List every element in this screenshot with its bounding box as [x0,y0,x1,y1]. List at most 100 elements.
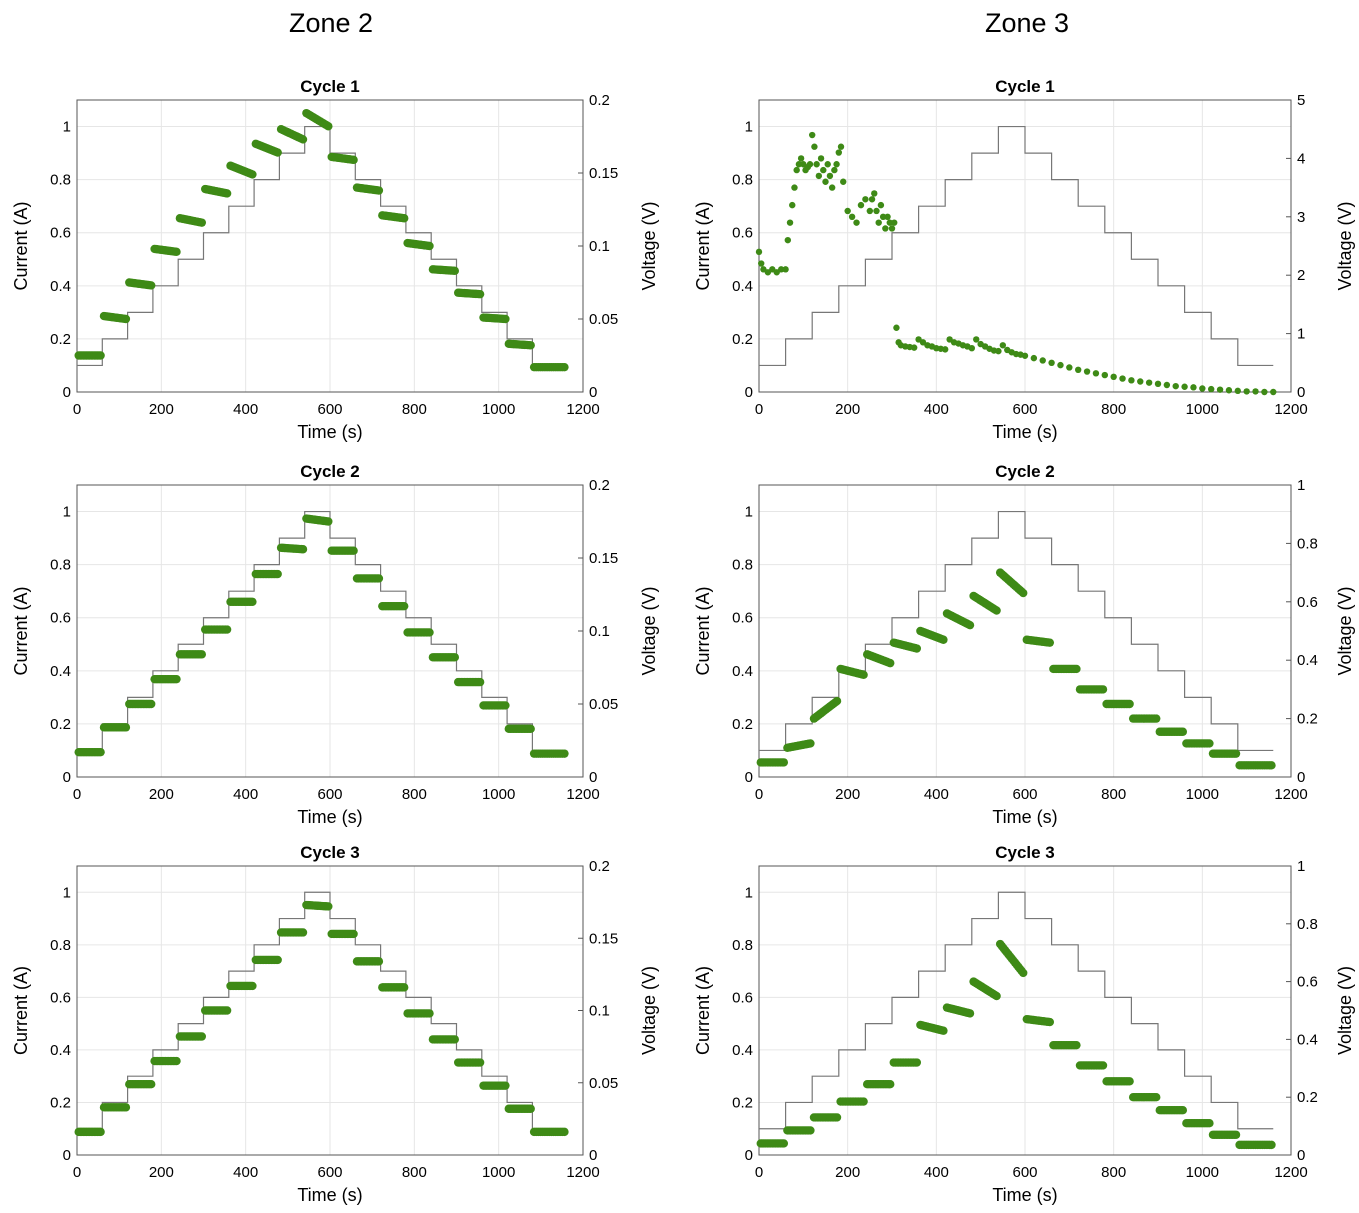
voltage-point [400,601,409,611]
chart-zone2-cycle1: Cycle 10 200 400 600 800 1000 120000.20.40.60.… [11,77,659,442]
voltage-point [1270,388,1277,396]
x-tick-label: 400 [233,401,258,418]
voltage-point [400,214,409,223]
x-tick-label: 1200 [566,786,599,803]
voltage-point [837,143,845,150]
x-tick-label: 1000 [1186,1164,1219,1181]
voltage-point [197,218,207,227]
voltage-point [912,1058,922,1067]
x-tick-label: 600 [317,1164,342,1181]
y-tick-label: 0 [63,769,71,786]
current-series-line [759,125,1274,367]
x-tick-label: 0 [73,786,81,803]
voltage-point [859,1097,868,1106]
voltage-point [859,670,868,679]
x-tick-label: 800 [402,1164,427,1181]
voltage-point [425,241,434,251]
current-series-line [77,125,567,367]
x-tick-label: 200 [835,786,860,803]
voltage-point [1019,968,1028,978]
x-tick-label: 800 [402,786,427,803]
chart-zone3-cycle2: Cycle 20 200 400 600 800 1000 120000.20.40.60.… [693,462,1355,827]
voltage-point [121,314,131,324]
voltage-point [813,161,820,168]
y2-tick-label: 1 [1297,326,1305,343]
voltage-point [840,178,847,185]
x-tick-label: 0 [755,786,763,803]
voltage-point [815,172,823,180]
y2-tick-label: 0.05 [589,311,618,328]
voltage-point [886,658,895,668]
voltage-point [1101,371,1108,379]
y2-axis-label: Voltage (V) [1335,966,1355,1055]
y-tick-label: 0.8 [732,937,753,954]
y-tick-label: 1 [745,504,753,521]
voltage-point [1152,1093,1161,1102]
x-tick-label: 400 [233,786,258,803]
y-tick-label: 0.8 [50,937,71,954]
y-tick-label: 0.6 [732,225,753,242]
x-tick-label: 200 [835,1164,860,1181]
cycle-title: Cycle 1 [300,77,360,96]
chart-zone2-cycle2: Cycle 20 200 400 600 800 1000 120000.20.40.60.… [11,462,659,827]
voltage-point [886,1079,895,1089]
voltage-point [1098,1061,1108,1070]
voltage-point [222,189,232,198]
current-series-line [77,891,567,1130]
voltage-point [526,341,535,350]
y2-tick-label: 0.2 [1297,711,1318,728]
voltage-point [273,148,282,157]
voltage-point [832,696,842,706]
y-axis-label: Current (A) [693,966,713,1055]
zone-2-title: Zone 2 [288,8,374,38]
y2-tick-label: 2 [1297,267,1305,284]
voltage-point [121,1103,131,1112]
cycle-title: Cycle 1 [995,77,1055,96]
voltage-point [273,569,282,579]
voltage-point [999,342,1007,349]
plot-frame [758,865,1292,1156]
voltage-point [835,149,842,156]
voltage-point [965,620,975,630]
voltage-point [879,213,887,220]
y-tick-label: 0 [745,1147,753,1164]
y2-tick-label: 0.4 [1297,1031,1318,1048]
voltage-point [791,184,798,191]
voltage-point [939,1026,948,1035]
y-tick-label: 1 [63,504,71,521]
voltage-point [425,628,434,637]
voltage-point [1172,382,1179,390]
voltage-point [784,236,792,244]
voltage-point [501,1081,510,1090]
voltage-point [758,260,765,267]
voltage-point [197,1032,207,1041]
x-tick-label: 600 [1012,1164,1037,1181]
y2-tick-label: 0.8 [1297,535,1318,552]
voltage-point [1181,383,1188,390]
voltage-point [248,981,257,991]
voltage-point [298,135,308,144]
x-tick-label: 1200 [1274,1164,1307,1181]
voltage-point [1045,638,1055,647]
voltage-point [1199,385,1206,392]
voltage-point [560,749,569,758]
x-tick-label: 200 [149,786,174,803]
y2-tick-label: 0.15 [589,165,618,182]
voltage-point [147,1079,156,1089]
x-tick-label: 600 [317,786,342,803]
voltage-point [172,247,181,257]
voltage-point [806,161,814,168]
voltage-point [501,701,510,710]
y2-tick-label: 0.1 [589,1003,610,1020]
voltage-point [450,266,460,276]
x-tick-label: 400 [233,1164,258,1181]
voltage-point [942,346,949,353]
voltage-point [862,196,869,203]
voltage-point [349,929,358,939]
y2-tick-label: 0 [589,384,597,401]
y2-tick-label: 0.05 [589,1075,618,1092]
voltage-point [1119,375,1126,382]
x-axis-label: Time (s) [992,422,1057,442]
voltage-point [1163,381,1171,389]
x-tick-label: 0 [73,401,81,418]
